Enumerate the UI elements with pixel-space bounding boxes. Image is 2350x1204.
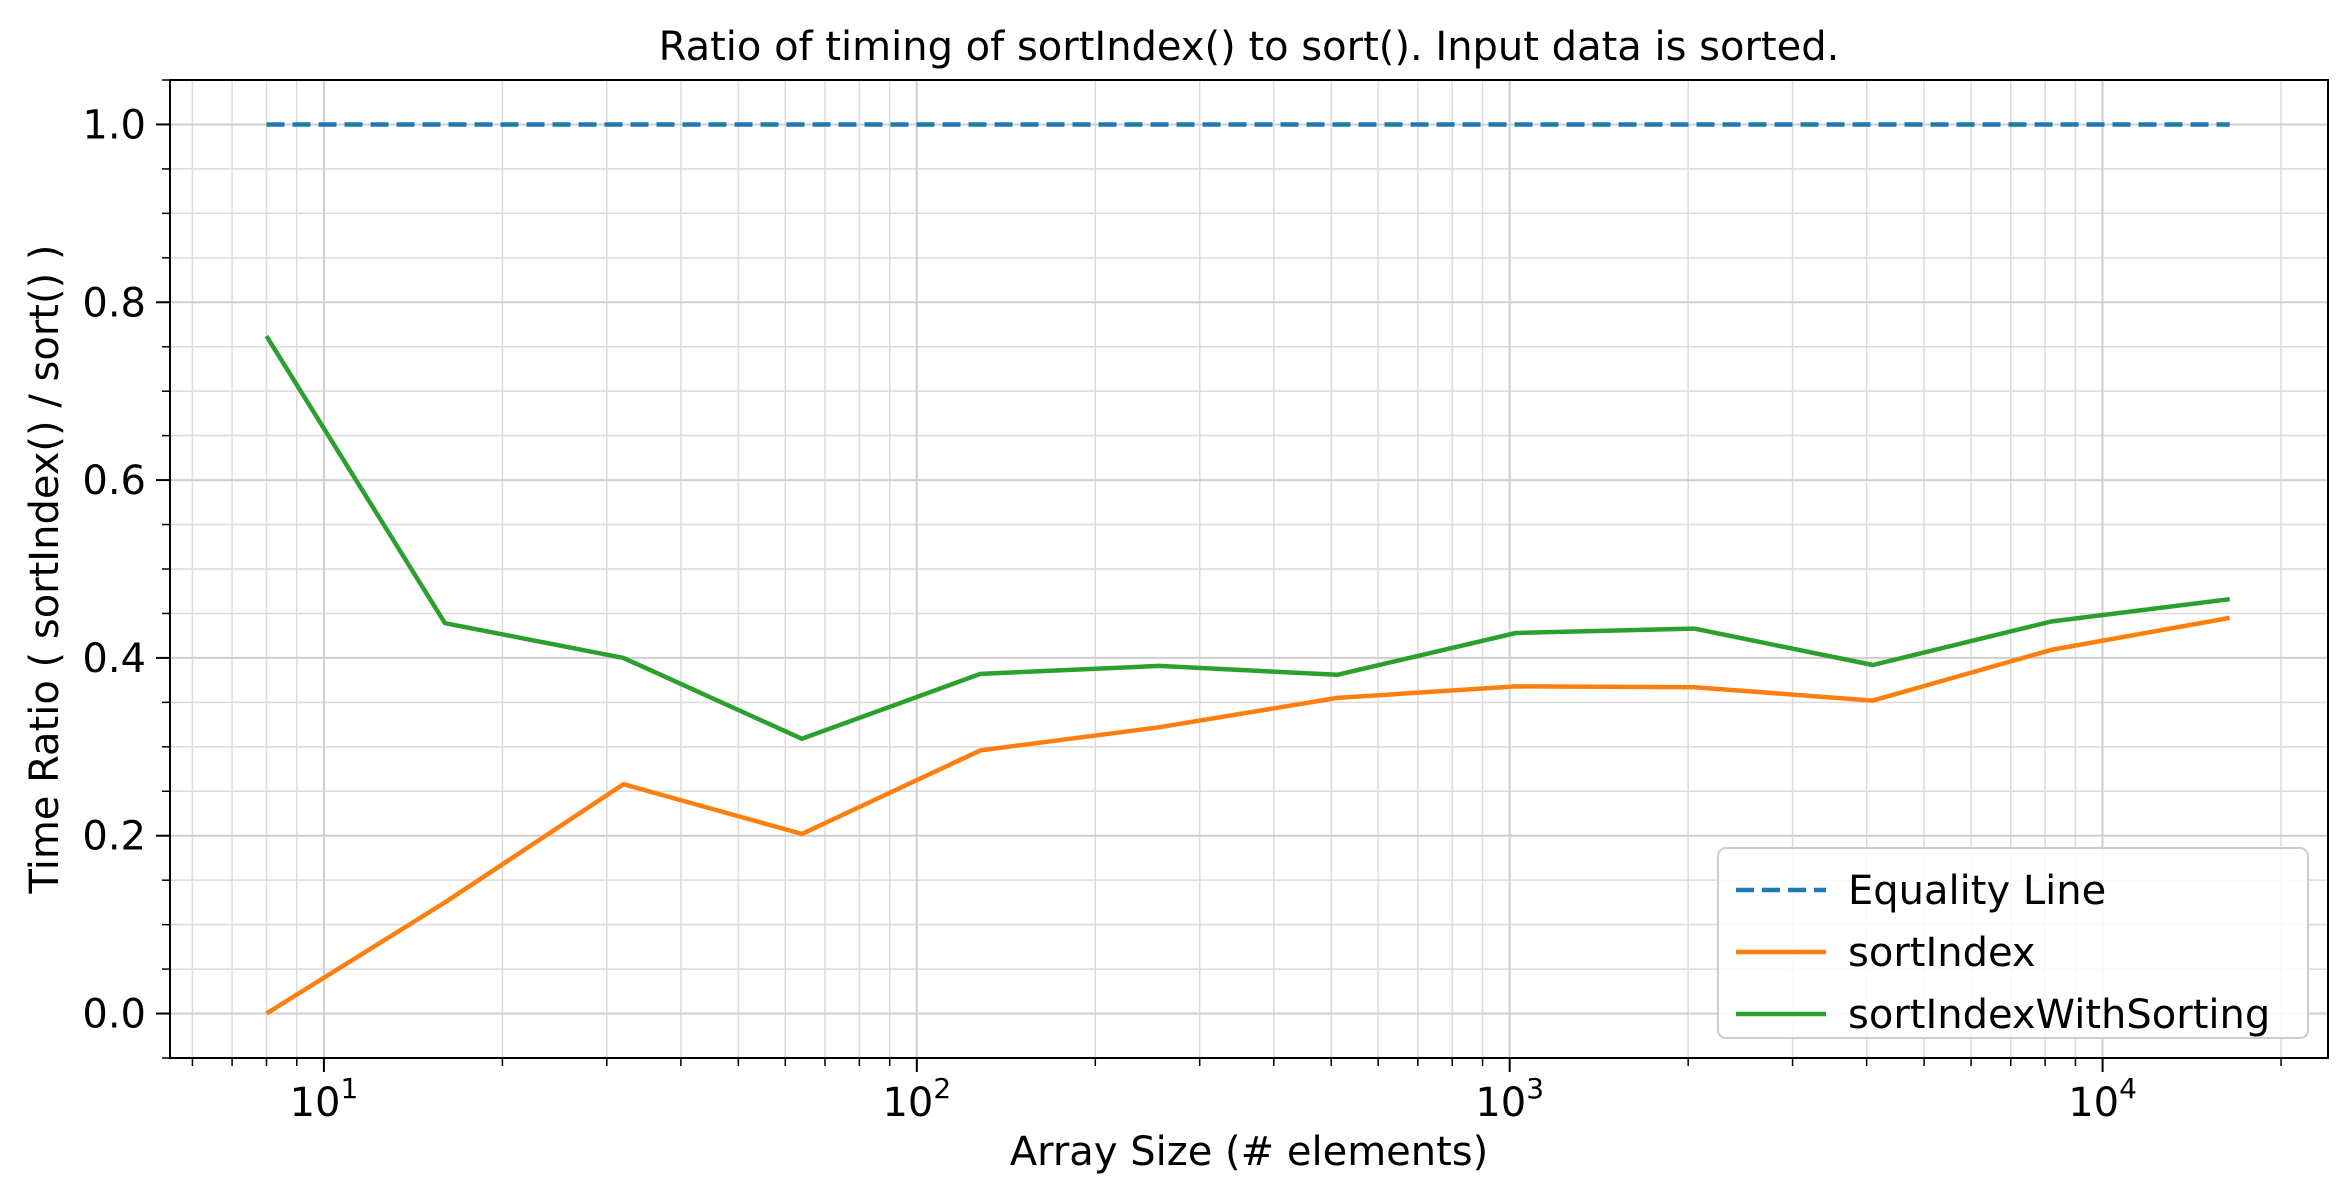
- series-line-sortindexwithsorting: [264, 334, 2230, 742]
- major-grid: [170, 80, 2328, 1058]
- axis-ticks: 101 102 103 104 0.0 0.2 0.4 0.6 0.8 1.0: [82, 79, 2282, 1126]
- x-tick-label: 101: [290, 1072, 359, 1126]
- y-tick-label: 0.0: [82, 992, 146, 1038]
- legend-box: [1717, 847, 2309, 1039]
- legend-label-equality-line: Equality Line: [1848, 868, 2106, 914]
- y-tick-label: 1.0: [82, 102, 146, 148]
- y-tick-label: 0.6: [82, 458, 146, 504]
- x-tick-label: 102: [882, 1072, 951, 1126]
- x-axis-label: Array Size (# elements): [1010, 1129, 1489, 1175]
- chart-title: Ratio of timing of sortIndex() to sort()…: [659, 24, 1840, 70]
- y-tick-label: 0.4: [82, 636, 146, 682]
- legend-label-sortindexwithsorting: sortIndexWithSorting: [1848, 992, 2270, 1038]
- legend: Equality Line sortIndex sortIndexWithSorti…: [1717, 847, 2309, 1039]
- legend-label-sortindex: sortIndex: [1848, 930, 2036, 976]
- x-tick-label: 104: [2068, 1072, 2137, 1126]
- y-tick-label: 0.2: [82, 814, 146, 860]
- y-tick-label: 0.8: [82, 280, 146, 326]
- x-tick-label: 103: [1475, 1072, 1544, 1126]
- series-lines: [264, 122, 2231, 1016]
- y-axis-label: Time Ratio ( sortIndex() / sort() ): [22, 245, 68, 895]
- series-line-sortindex: [265, 615, 2231, 1016]
